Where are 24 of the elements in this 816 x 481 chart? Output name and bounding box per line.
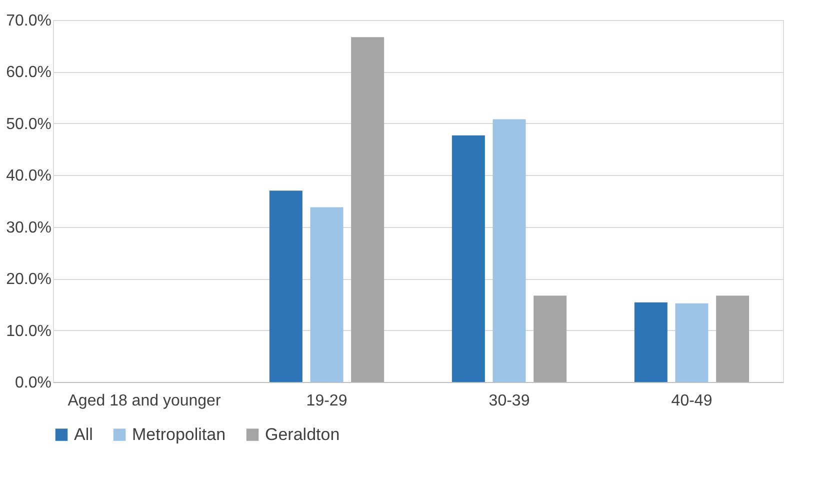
bar: [269, 190, 302, 382]
legend-label: All: [74, 424, 93, 444]
legend-label: Metropolitan: [132, 424, 226, 444]
bar: [452, 135, 485, 382]
bar: [492, 119, 526, 382]
y-tick-label: 30.0%: [6, 219, 52, 236]
x-tick-label: Aged 18 and younger: [68, 392, 222, 410]
legend-label: Geraldton: [265, 424, 340, 444]
bar: [534, 296, 567, 382]
y-tick-label: 50.0%: [6, 116, 52, 133]
y-tick-label: 40.0%: [6, 168, 52, 185]
y-tick-label: 20.0%: [6, 271, 52, 288]
bar: [675, 303, 708, 382]
y-tick-label: 60.0%: [6, 64, 52, 82]
bar: [634, 302, 668, 382]
bar: [716, 296, 750, 382]
bar: [351, 37, 384, 382]
bar: [310, 207, 344, 382]
y-tick-label: 10.0%: [6, 322, 52, 340]
y-tick-label: 70.0%: [6, 12, 52, 30]
x-tick-label: 19-29: [306, 392, 348, 410]
x-tick-label: 40-49: [671, 392, 712, 410]
x-tick-label: 30-39: [488, 392, 530, 410]
y-tick-label: 0.0%: [15, 374, 52, 392]
